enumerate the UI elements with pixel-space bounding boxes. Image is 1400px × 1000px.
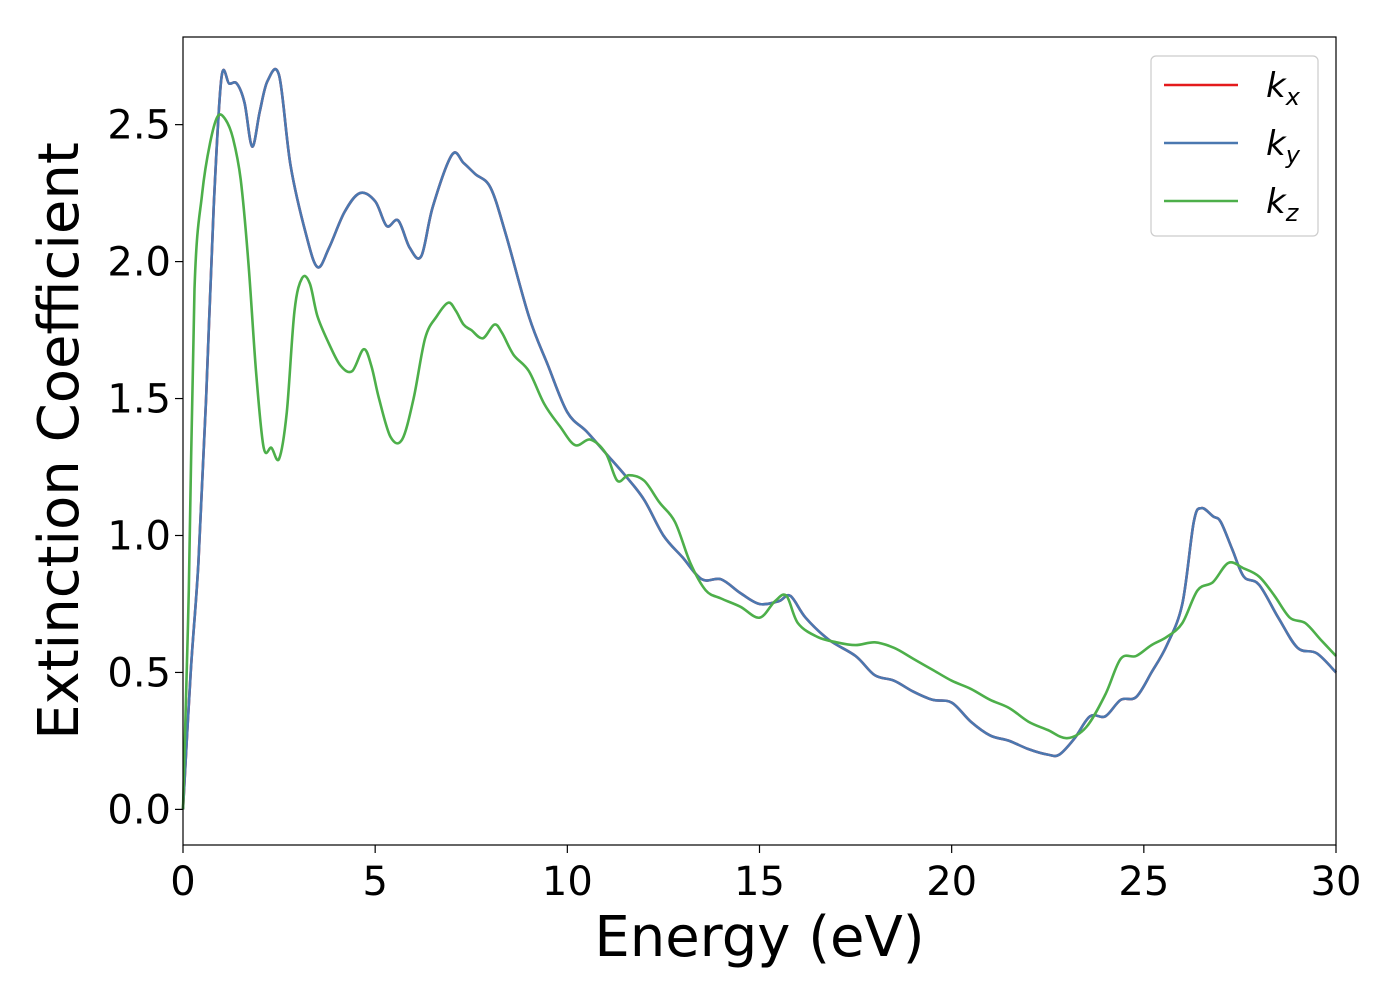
legend-box: [1150, 55, 1319, 237]
x-axis: 0 5 10 15 20 25 30: [170, 845, 1361, 905]
x-tick-label: 20: [926, 859, 977, 905]
x-tick-label: 15: [734, 859, 785, 905]
y-tick-label: 1.5: [107, 377, 171, 423]
x-axis-title: Energy (eV): [594, 905, 924, 970]
x-tick-label: 10: [542, 859, 593, 905]
x-tick-label: 25: [1118, 859, 1169, 905]
y-tick-label: 2.5: [107, 103, 171, 149]
y-tick-label: 2.0: [107, 240, 171, 286]
plot-area: [183, 37, 1336, 845]
x-tick-label: 5: [362, 859, 387, 905]
series-line-k-z: [181, 113, 1337, 810]
y-axis: 0.0 0.5 1.0 1.5 2.0 2.5: [107, 103, 183, 833]
series-layer: [181, 67, 1337, 810]
y-axis-title: Extinction Coefficient: [27, 142, 92, 740]
y-tick-label: 1.0: [107, 513, 171, 559]
x-tick-label: 30: [1311, 859, 1362, 905]
y-tick-label: 0.0: [107, 787, 171, 833]
x-tick-label: 0: [170, 859, 195, 905]
series-line-k-y: [181, 67, 1337, 810]
y-tick-label: 0.5: [107, 650, 171, 696]
